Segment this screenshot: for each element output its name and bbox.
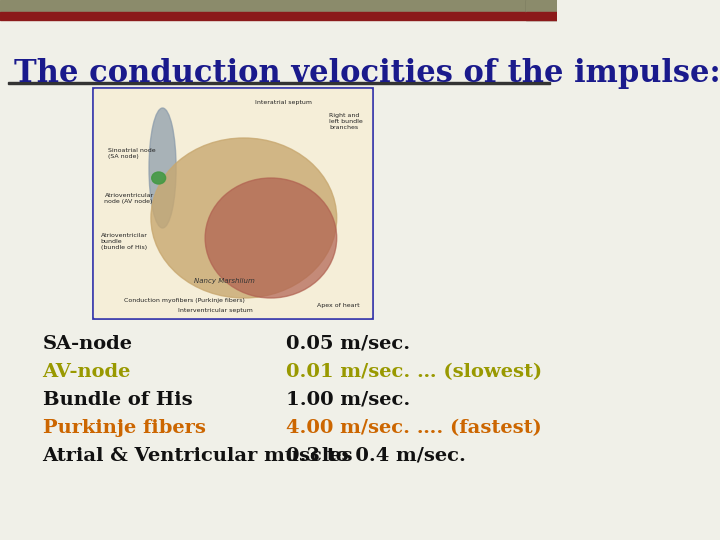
Text: Bundle of His: Bundle of His (42, 391, 192, 409)
Text: Purkinje fibers: Purkinje fibers (42, 419, 205, 437)
Text: Apex of heart: Apex of heart (318, 303, 360, 308)
Ellipse shape (151, 138, 337, 298)
Text: Interventricular septum: Interventricular septum (178, 308, 253, 313)
Text: AV-node: AV-node (42, 363, 131, 381)
Text: The conduction velocities of the impulse:: The conduction velocities of the impulse… (14, 58, 720, 89)
Bar (8, 82, 549, 84)
Text: Nancy Marshlium: Nancy Marshlium (194, 278, 254, 284)
Text: Atrioventricilar
bundle
(bundle of His): Atrioventricilar bundle (bundle of His) (101, 233, 148, 249)
Bar (526, 0, 557, 12)
Text: Conduction myofibers (Purkinje fibers): Conduction myofibers (Purkinje fibers) (124, 298, 245, 303)
Ellipse shape (152, 172, 166, 184)
Bar (0, 0, 526, 12)
Text: Atrial & Ventricular muscles: Atrial & Ventricular muscles (42, 447, 353, 465)
FancyBboxPatch shape (93, 88, 372, 318)
Text: Interatrial septum: Interatrial septum (256, 100, 312, 105)
Text: Right and
left bundle
branches: Right and left bundle branches (329, 113, 363, 130)
Text: 1.00 m/sec.: 1.00 m/sec. (287, 391, 410, 409)
Text: 0.05 m/sec.: 0.05 m/sec. (287, 335, 410, 353)
Bar (526, 12, 557, 20)
Ellipse shape (205, 178, 337, 298)
Text: 0.3 to 0.4 m/sec.: 0.3 to 0.4 m/sec. (287, 447, 467, 465)
Text: 4.00 m/sec. …. (fastest): 4.00 m/sec. …. (fastest) (287, 419, 542, 437)
Text: Sinoatrial node
(SA node): Sinoatrial node (SA node) (109, 148, 156, 159)
Text: SA-node: SA-node (42, 335, 132, 353)
Text: Atrioventricular
node (AV node): Atrioventricular node (AV node) (104, 193, 153, 204)
Text: 0.01 m/sec. … (slowest): 0.01 m/sec. … (slowest) (287, 363, 542, 381)
Bar (0, 12, 526, 20)
Bar (526, 0, 557, 20)
Ellipse shape (149, 108, 176, 228)
Bar (94, 89, 371, 317)
